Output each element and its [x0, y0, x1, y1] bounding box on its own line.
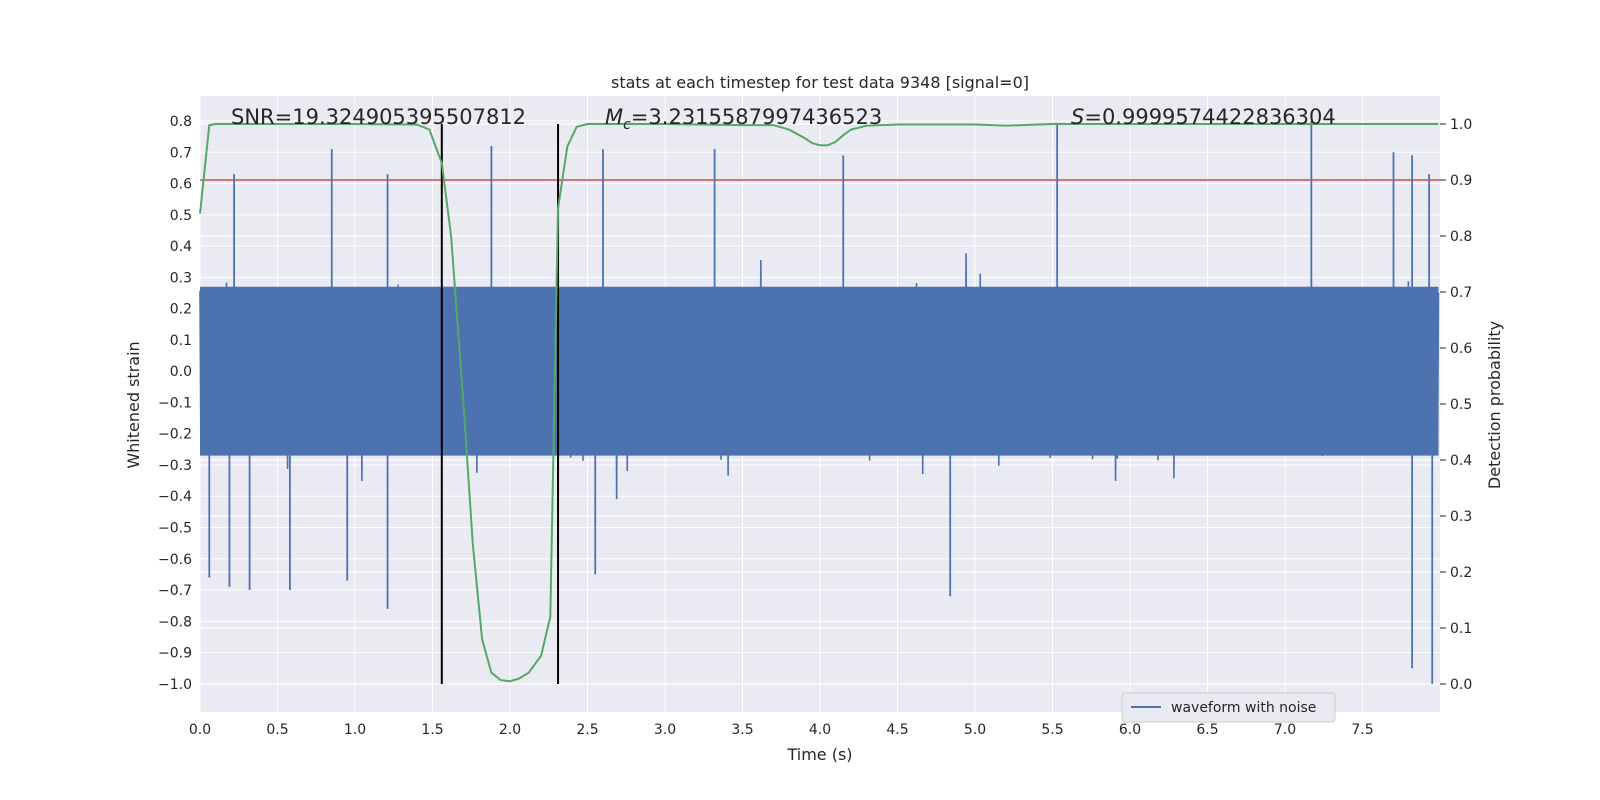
waveform-series: [199, 121, 1440, 684]
y-tick-label: −0.7: [158, 583, 192, 599]
y-right-tick-label: 0.8: [1450, 229, 1472, 245]
y-right-tick-label: 0.2: [1450, 565, 1472, 581]
y-right-axis-ticks: 1.0 0.9 0.8 0.7 0.6 0.5 0.4 0.3 0.2 0.1 0.0: [1440, 117, 1472, 693]
y-tick-label: 0.4: [170, 239, 192, 255]
y-tick-label: 0.0: [170, 364, 192, 380]
y-axis-ticks: 0.8 0.7 0.6 0.5 0.4 0.3 0.2 0.1 0.0 −0.1 −0.2 −0.3 −…: [158, 114, 192, 693]
y-tick-label: 0.2: [170, 302, 192, 318]
mc-subscript: c: [623, 117, 631, 133]
y-right-tick-label: 0.3: [1450, 509, 1472, 525]
y-axis-label: Whitened strain: [124, 341, 143, 468]
y-right-tick-label: 0.7: [1450, 285, 1472, 301]
x-tick-label: 5.0: [964, 722, 986, 738]
s-value: =0.9999574422836304: [1084, 105, 1335, 129]
y-right-tick-label: 0.6: [1450, 341, 1472, 357]
x-tick-label: 3.0: [654, 722, 676, 738]
x-tick-label: 4.0: [809, 722, 831, 738]
s-annotation: S=0.9999574422836304: [1071, 105, 1336, 129]
y-tick-label: 0.1: [170, 333, 192, 349]
x-tick-label: 6.5: [1196, 722, 1218, 738]
overlays: [199, 123, 1440, 684]
y-tick-label: −0.4: [158, 489, 192, 505]
y-tick-label: 0.3: [170, 270, 192, 286]
y-tick-label: −0.1: [158, 395, 192, 411]
x-tick-label: 2.0: [499, 722, 521, 738]
x-tick-label: 7.0: [1274, 722, 1296, 738]
y-right-tick-label: 0.0: [1450, 677, 1472, 693]
x-tick-label: 2.5: [576, 722, 598, 738]
y-tick-label: −0.5: [158, 521, 192, 537]
x-tick-label: 0.0: [189, 722, 211, 738]
y-right-axis-label: Detection probability: [1485, 321, 1504, 489]
y-tick-label: −0.6: [158, 552, 192, 568]
x-tick-label: 4.5: [886, 722, 908, 738]
legend-box: [1121, 692, 1336, 723]
y-right-tick-label: 1.0: [1450, 117, 1472, 133]
chart-title: stats at each timestep for test data 934…: [611, 73, 1029, 92]
s-symbol: S: [1071, 105, 1084, 129]
y-right-tick-label: 0.5: [1450, 397, 1472, 413]
y-tick-label: −0.8: [158, 614, 192, 630]
mc-annotation: Mc=3.2315587997436523: [605, 105, 882, 133]
legend-label: waveform with noise: [1171, 700, 1316, 716]
y-right-tick-label: 0.9: [1450, 173, 1472, 189]
y-tick-label: 0.6: [170, 177, 192, 193]
y-right-tick-label: 0.1: [1450, 621, 1472, 637]
x-tick-label: 1.5: [421, 722, 443, 738]
detection-probability-line: [199, 123, 1439, 683]
y-tick-label: −0.3: [158, 458, 192, 474]
x-tick-label: 7.5: [1351, 722, 1373, 738]
x-tick-label: 3.5: [731, 722, 753, 738]
y-tick-label: −0.2: [158, 427, 192, 443]
y-tick-label: −0.9: [158, 646, 192, 662]
waveform-core: [200, 286, 1439, 456]
y-tick-label: 0.7: [170, 145, 192, 161]
x-tick-label: 5.5: [1041, 722, 1063, 738]
x-axis-label: Time (s): [786, 745, 852, 764]
legend: waveform with noise: [1121, 692, 1336, 723]
y-tick-label: −1.0: [158, 677, 192, 693]
x-axis-ticks: 0.0 0.5 1.0 1.5 2.0 2.5 3.0 3.5 4.0 4.5 5.0 5.5 6.0 6…: [189, 722, 1374, 738]
x-tick-label: 0.5: [266, 722, 288, 738]
x-tick-label: 6.0: [1119, 722, 1141, 738]
mc-symbol: M: [605, 105, 623, 129]
snr-annotation: SNR=19.324905395507812: [231, 105, 526, 129]
x-tick-label: 1.0: [344, 722, 366, 738]
y-tick-label: 0.5: [170, 208, 192, 224]
y-tick-label: 0.8: [170, 114, 192, 130]
mc-value: =3.2315587997436523: [631, 105, 882, 129]
y-right-tick-label: 0.4: [1450, 453, 1472, 469]
